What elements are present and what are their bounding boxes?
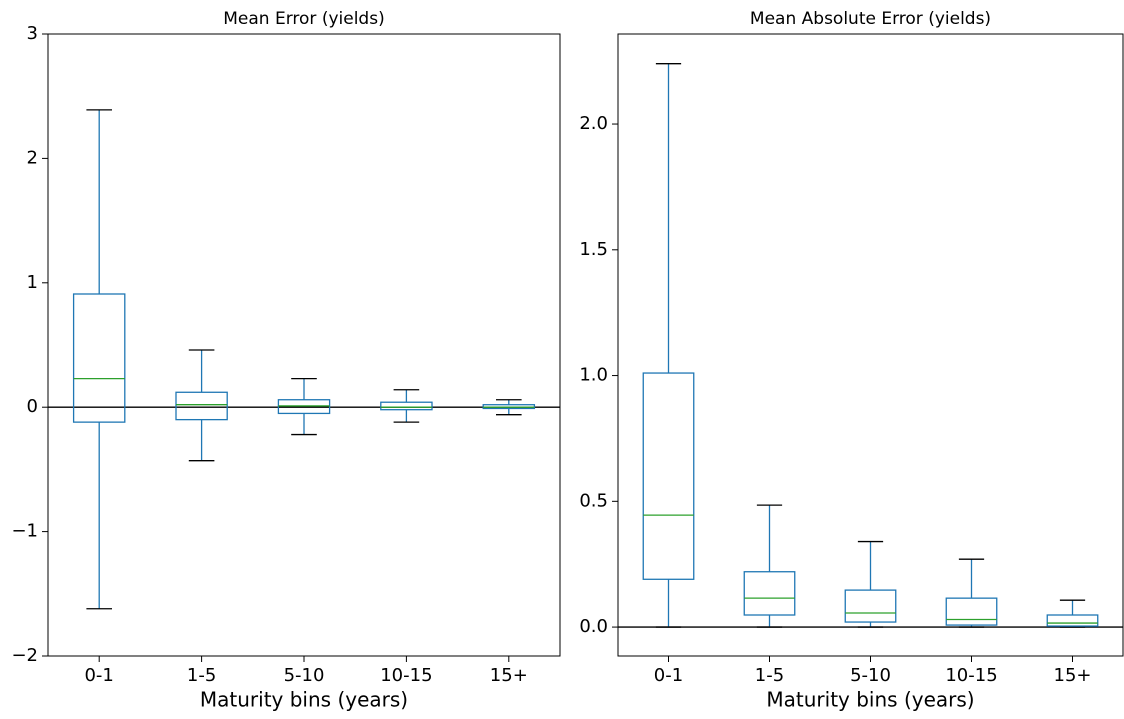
x-tick-label: 0-1: [84, 665, 113, 686]
chart-title: Mean Error (yields): [223, 9, 384, 29]
x-tick-label: 1-5: [755, 665, 784, 686]
y-tick-label: 0: [27, 396, 38, 417]
x-tick-label: 15+: [1054, 665, 1092, 686]
y-tick-label: 1.0: [579, 365, 608, 386]
y-tick-label: 2.0: [579, 113, 608, 134]
plot-frame: [617, 33, 1124, 657]
x-tick-label: 5-10: [850, 665, 891, 686]
x-tick-label: 10-15: [945, 665, 997, 686]
box: [1046, 614, 1099, 627]
box: [380, 401, 433, 411]
plot-frame: [47, 33, 561, 657]
y-tick-label: 2: [27, 147, 38, 168]
x-tick-label: 15+: [490, 665, 528, 686]
x-tick-label: 1-5: [187, 665, 216, 686]
box: [642, 372, 695, 580]
x-tick-label: 0-1: [654, 665, 683, 686]
y-tick-label: −2: [11, 645, 38, 666]
y-tick-label: 0.0: [579, 616, 608, 637]
x-axis-label: Maturity bins (years): [200, 688, 408, 712]
x-tick-label: 5-10: [284, 665, 325, 686]
y-tick-label: 0.5: [579, 490, 608, 511]
box: [175, 391, 228, 421]
box: [743, 571, 796, 616]
x-tick-label: 10-15: [380, 665, 432, 686]
y-tick-label: 1: [27, 272, 38, 293]
y-tick-label: 3: [27, 23, 38, 44]
box: [72, 293, 126, 423]
y-tick-label: 1.5: [579, 239, 608, 260]
x-axis-label: Maturity bins (years): [766, 688, 974, 712]
box: [844, 589, 897, 623]
box: [945, 597, 998, 626]
chart-title: Mean Absolute Error (yields): [750, 9, 991, 29]
y-tick-label: −1: [11, 521, 38, 542]
